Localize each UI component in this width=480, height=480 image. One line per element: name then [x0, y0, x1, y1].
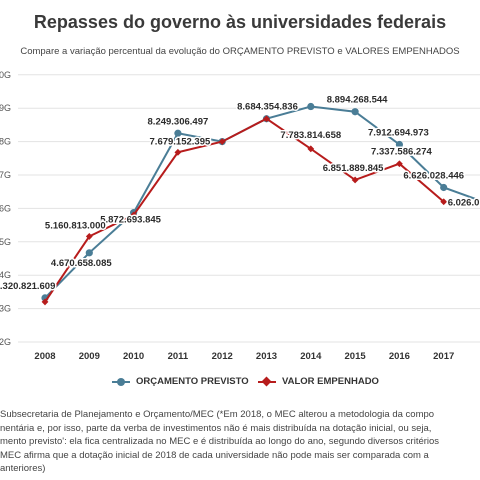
data-point — [85, 233, 93, 240]
data-label: 7.783.814.658 — [280, 130, 341, 141]
y-tick-label: 3G — [0, 304, 11, 314]
data-point — [440, 183, 448, 192]
chart-legend: ORÇAMENTO PREVISTO VALOR EMPENHADO — [0, 376, 480, 390]
legend-marker-orcamento-previsto — [112, 377, 130, 387]
data-label: 8.684.354.836 — [237, 102, 298, 113]
data-point — [85, 249, 93, 257]
data-label: 5.160.813.000 — [45, 220, 106, 231]
x-tick-label: 2011 — [168, 351, 189, 362]
x-tick-label: 2010 — [123, 351, 144, 362]
data-point — [395, 140, 403, 149]
data-labels: 3.320.821.609 4.670.658.085 5.872.693.845 8… — [0, 93, 480, 293]
x-tick-label: 2012 — [212, 351, 233, 362]
y-tick-label: 9G — [0, 103, 11, 113]
source-line: Subsecretaria de Planejamento e Orçament… — [0, 409, 435, 420]
data-point — [218, 138, 226, 145]
x-tick-label: 2009 — [79, 351, 100, 362]
data-label: 6.626.028.446 — [403, 170, 464, 181]
y-tick-label: 7G — [0, 170, 11, 180]
legend-label-valor-empenhado: VALOR EMPENHADO — [282, 376, 379, 387]
data-point — [130, 211, 137, 219]
grid — [18, 74, 480, 343]
x-tick-label: 2013 — [256, 351, 277, 362]
data-point — [41, 298, 49, 306]
y-tick-label: 8G — [0, 137, 11, 147]
source-line: mento previsto': ela fica centralizada n… — [0, 436, 440, 447]
series-lines — [41, 102, 480, 306]
y-axis-ticks: 2G 3G 4G 5G 6G 7G 8G 9G 0G — [0, 70, 11, 347]
y-tick-label: 6G — [0, 203, 11, 213]
source-line: anteriores) — [0, 463, 46, 474]
chart-subtitle: Compare a variação percentual da evoluçã… — [20, 46, 460, 57]
series-line — [44, 117, 445, 303]
data-point — [174, 148, 182, 156]
data-label: 4.670.658.085 — [51, 258, 112, 269]
data-label: 8.894.268.544 — [327, 95, 388, 106]
data-point — [440, 198, 448, 206]
data-label: 7.679.152.395 — [150, 136, 211, 147]
x-axis-ticks: 2008 2009 2010 2011 2012 2013 2014 2015 2016 2017… — [34, 351, 454, 362]
source-line: nentária e, por isso, parte da verba de … — [0, 422, 432, 434]
legend-marker-valor-empenhado — [258, 376, 276, 387]
data-point — [351, 108, 359, 116]
data-point — [307, 102, 315, 111]
y-tick-label: 4G — [0, 270, 11, 280]
data-point — [263, 115, 270, 123]
data-label: 6.026.0 — [448, 197, 480, 208]
data-label: 8.249.306.497 — [148, 116, 209, 127]
y-tick-label: 0G — [0, 70, 11, 80]
legend-item-valor-empenhado: VALOR EMPENHADO — [258, 376, 379, 387]
x-tick-label: 2015 — [345, 351, 367, 362]
data-label: 6.851.889.845 — [323, 163, 384, 174]
data-point — [351, 176, 359, 184]
legend-item-orcamento-previsto: ORÇAMENTO PREVISTO — [112, 376, 249, 387]
source-note: Subsecretaria de Planejamento e Orçament… — [0, 408, 480, 476]
data-point — [307, 145, 315, 153]
x-tick-label: 2017 — [433, 351, 454, 362]
x-tick-label: 2014 — [300, 351, 322, 362]
data-point — [396, 160, 403, 168]
chart-title: Repasses do governo às universidades fed… — [33, 12, 447, 32]
x-tick-label: 2008 — [34, 351, 55, 362]
source-line: MEC afirma que a dotação inicial de 2018… — [0, 449, 429, 461]
y-tick-label: 5G — [0, 237, 11, 247]
data-label: 7.912.694.973 — [368, 128, 429, 139]
y-tick-label: 2G — [0, 337, 11, 347]
data-label: 7.337.586.274 — [371, 147, 432, 158]
data-label: 3.320.821.609 — [0, 281, 55, 292]
x-tick-label: 2016 — [389, 351, 410, 362]
data-label: 5.872.693.845 — [100, 215, 161, 226]
legend-label-orcamento-previsto: ORÇAMENTO PREVISTO — [136, 376, 249, 387]
data-point — [174, 129, 182, 137]
